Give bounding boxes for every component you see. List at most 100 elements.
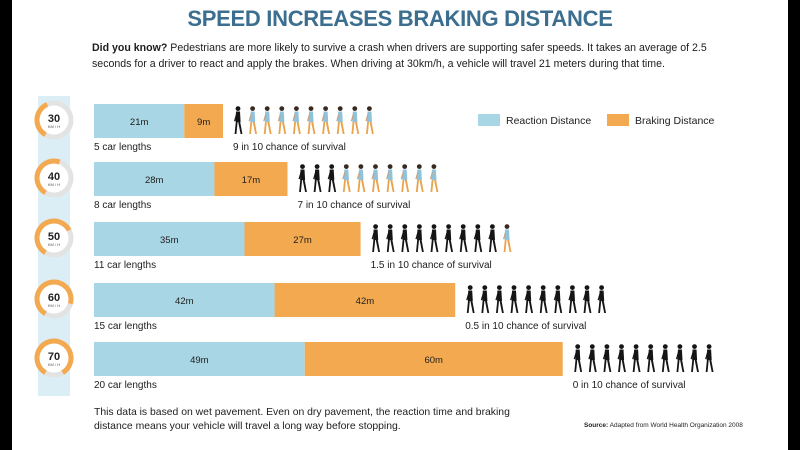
pedestrian-torso [343,169,349,180]
pedestrian-leg-back [430,240,434,252]
legend-label-reaction: Reaction Distance [506,115,591,127]
pedestrian-leg-front [448,240,453,252]
pedestrian-icon-dark [298,164,307,192]
bar-label-braking: 27m [293,235,312,246]
pedestrian-leg-back [574,360,578,372]
pedestrian-head [706,344,712,349]
pedestrian-leg-front [434,180,439,192]
pedestrian-leg-back [618,360,622,372]
bar-braking [274,283,456,317]
bar-label-reaction: 21m [130,117,149,128]
pedestrian-head [490,224,495,229]
pedestrian-group [234,106,374,134]
pedestrian-leg-back [603,360,607,372]
pedestrian-leg-back [249,122,253,134]
pedestrian-head [323,106,328,111]
infographic: SPEED INCREASES BRAKING DISTANCE Did you… [12,0,788,450]
survival-label: 0.5 in 10 chance of survival [465,321,586,332]
pedestrian-icon-survivor [429,164,439,192]
pedestrian-arm [342,172,346,180]
pedestrian-arm [573,352,577,360]
pedestrian-leg-back [676,360,680,372]
pedestrian-leg-front [404,180,410,192]
pedestrian-arm [386,172,390,180]
speed-gauge-value: 40 [48,171,60,183]
pedestrian-head [584,285,590,290]
source-text: Adapted from World Health Organization 2… [608,422,743,429]
speed-gauge-unit: KM / H [48,124,60,129]
pedestrian-head [570,285,575,290]
car-lengths-label: 8 car lengths [94,200,151,211]
pedestrian-icon-dark [510,285,519,313]
pedestrian-icon-survivor [503,224,512,252]
pedestrian-leg-front [709,360,714,372]
pedestrian-icon-survivor [292,106,301,134]
pedestrian-torso [526,290,532,301]
pedestrian-head [300,164,305,169]
pedestrian-leg-back [632,360,636,372]
pedestrian-icon-dark [234,106,243,134]
pedestrian-arm [495,293,499,301]
pedestrian-leg-front [375,240,380,252]
bar-label-braking: 9m [197,117,210,128]
pedestrian-torso [540,290,546,301]
pedestrian-leg-back [525,301,529,313]
pedestrian-head [294,106,299,111]
speed-gauge-value: 70 [48,351,60,363]
speed-gauge-arc [34,218,74,258]
pedestrian-icon-survivor [342,164,351,192]
pedestrian-torso [373,229,379,240]
pedestrian-icon-dark [459,224,468,252]
pedestrian-head [358,164,364,169]
bar-braking [304,342,563,376]
speed-gauge-unit: KM / H [48,303,60,308]
pedestrian-arm [510,293,513,301]
survival-label: 1.5 in 10 chance of survival [371,260,492,271]
pedestrian-leg-front [601,301,606,313]
pedestrian-leg-front [252,122,257,134]
pedestrian-torso [555,290,561,301]
pedestrian-leg-back [357,180,361,192]
pedestrian-head [497,285,502,290]
pedestrian-icon-dark [597,285,606,313]
pedestrian-arm [321,114,325,122]
pedestrian-icon-survivor [350,106,360,134]
pedestrian-arm [263,114,267,122]
pedestrian-torso [604,349,610,360]
pedestrian-torso [417,229,422,240]
source-note: Source: Adapted from World Health Organi… [584,422,743,429]
pedestrian-arm [248,114,252,122]
pedestrian-arm [705,352,709,360]
pedestrian-leg-front [369,122,374,134]
pedestrian-arm [277,114,281,122]
pedestrian-torso [511,290,517,301]
pedestrian-torso [431,169,437,180]
chart-legend: Reaction Distance Braking Distance [478,114,715,127]
pedestrian-leg-front [361,180,366,192]
pedestrian-arm [588,352,592,360]
pedestrian-head [599,285,604,290]
pedestrian-arm [386,232,390,240]
car-lengths-label: 5 car lengths [94,142,151,153]
pedestrian-arm [415,232,419,240]
pedestrian-arm [444,232,448,240]
pedestrian-leg-front [485,301,490,313]
speed-gauge-value: 50 [48,231,60,243]
pedestrian-leg-back [372,240,376,252]
speed-gauge-unit: KM / H [48,362,60,367]
pedestrian-icon-dark [473,224,483,252]
pedestrian-leg-back [554,301,558,313]
pedestrian-leg-front [340,122,345,134]
pedestrian-leg-front [419,180,424,192]
pedestrian-head [431,164,437,169]
pedestrian-torso [387,169,393,180]
pedestrian-leg-back [510,301,514,313]
pedestrian-head [308,106,314,111]
bar-label-reaction: 49m [190,355,209,366]
pedestrian-leg-back [263,122,267,134]
pedestrian-head [482,285,488,290]
pedestrian-leg-front [621,360,626,372]
pedestrian-leg-back [401,180,405,192]
pedestrian-leg-back [445,240,449,252]
